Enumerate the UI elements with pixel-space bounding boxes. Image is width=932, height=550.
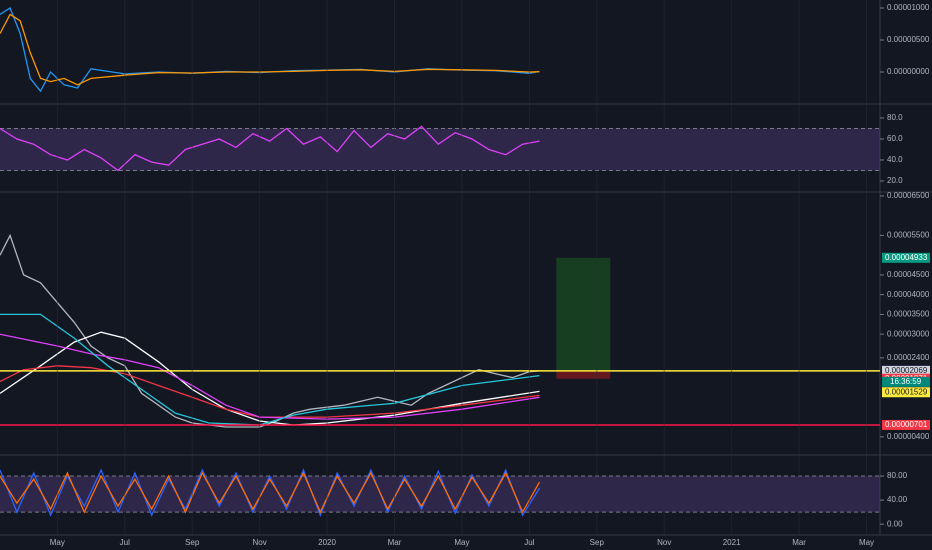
y-tick-label: 40.0: [887, 155, 903, 164]
y-tick-label: 0.00002400: [887, 353, 930, 362]
y-tick-label: 0.00003500: [887, 310, 930, 319]
y-tick-label: 20.0: [887, 176, 903, 185]
position-stop: [556, 370, 611, 379]
x-tick-label: Jul: [524, 538, 534, 547]
x-tick-label: Mar: [792, 538, 806, 547]
x-tick-label: Nov: [657, 538, 671, 547]
band-fill: [0, 128, 880, 171]
series-line: [0, 125, 540, 172]
x-tick-label: 2021: [723, 538, 741, 547]
x-tick-label: May: [859, 538, 874, 547]
x-tick-label: Sep: [185, 538, 200, 547]
y-tick-label: 0.00005500: [887, 231, 930, 240]
countdown: 16:36:59: [890, 377, 922, 386]
countdown-box: [882, 376, 930, 387]
price-label-box: [882, 365, 930, 376]
x-tick-label: Nov: [252, 538, 266, 547]
price-label: 0.00002069: [885, 366, 928, 375]
y-tick-label: 0.00004000: [887, 290, 930, 299]
x-tick-label: May: [50, 538, 65, 547]
price-label: 0.00000701: [885, 420, 928, 429]
y-tick-label: 80.0: [887, 113, 903, 122]
series-line: [0, 233, 540, 428]
y-tick-label: 0.00003000: [887, 329, 930, 338]
y-tick-label: 0.00000000: [887, 67, 930, 76]
band-fill: [0, 476, 880, 513]
price-label-box: [882, 419, 930, 430]
x-tick-label: May: [454, 538, 469, 547]
series-line: [0, 471, 541, 514]
y-tick-label: 0.00004500: [887, 270, 930, 279]
y-tick-label: 0.00: [887, 519, 903, 528]
y-tick-label: 0.00006500: [887, 191, 930, 200]
x-tick-label: Sep: [590, 538, 605, 547]
x-tick-label: Mar: [388, 538, 402, 547]
price-label-box: [882, 387, 930, 398]
x-tick-label: Jul: [120, 538, 130, 547]
x-tick-label: 2020: [318, 538, 336, 547]
price-label: 0.00001529: [885, 387, 928, 396]
series-line: [0, 331, 540, 426]
y-tick-label: 80.00: [887, 471, 908, 480]
position-target: [556, 257, 611, 371]
y-tick-label: 0.00000400: [887, 432, 930, 441]
y-tick-label: 0.00000500: [887, 35, 930, 44]
price-label: 0.00004933: [885, 253, 928, 262]
series-line: [0, 333, 540, 420]
y-tick-label: 0.00001000: [887, 3, 930, 12]
price-label-box: [882, 252, 930, 263]
y-tick-label: 60.0: [887, 134, 903, 143]
y-tick-label: 40.00: [887, 495, 908, 504]
